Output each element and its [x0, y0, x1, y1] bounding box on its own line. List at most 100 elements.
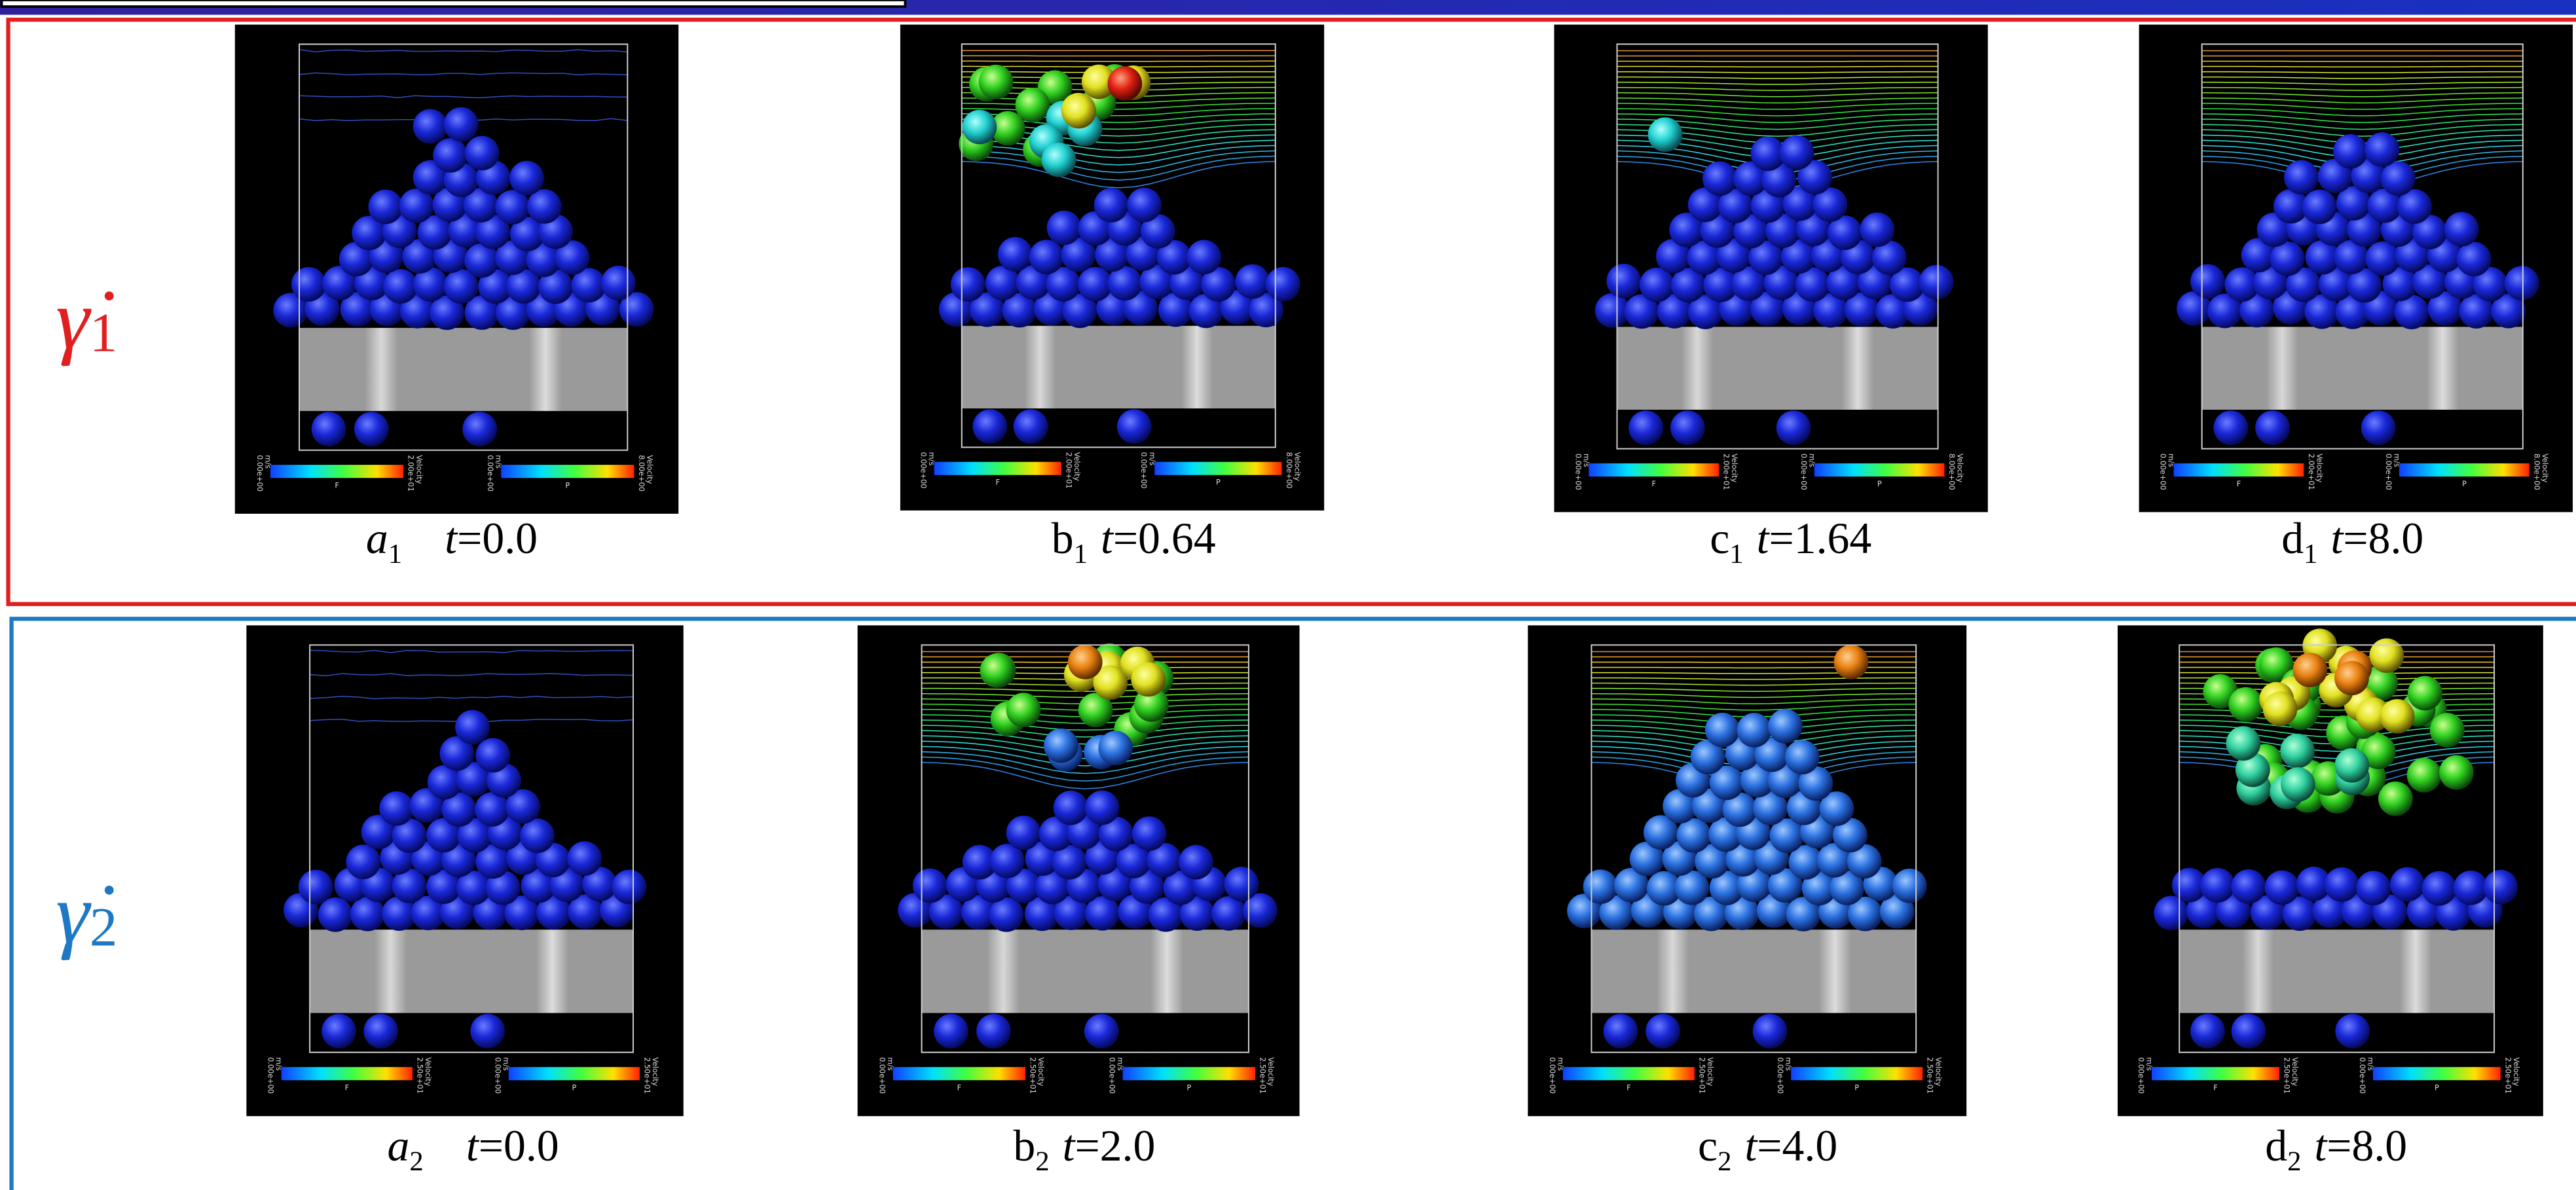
- particle: [1648, 117, 1683, 152]
- caption-time-value: =8.0: [2343, 514, 2423, 563]
- particle: [2356, 871, 2391, 906]
- particle: [1606, 264, 1641, 298]
- particle: [2232, 869, 2266, 904]
- row-label: γ̇1: [56, 273, 117, 367]
- colorbar-label: 8.00e+00: [1947, 454, 1956, 490]
- colorbar-label: F: [335, 481, 339, 490]
- particle: [1044, 729, 1078, 763]
- colorbar: [2174, 463, 2304, 477]
- colorbar-label: Velocity: [2315, 454, 2323, 483]
- particle: [379, 791, 414, 826]
- colorbar-label: m/s: [2144, 1057, 2153, 1071]
- particle: [2280, 734, 2315, 768]
- particle: [1078, 267, 1113, 302]
- colorbar-label: 0.00e+00: [2358, 1057, 2366, 1094]
- colorbar-label: P: [1187, 1083, 1191, 1092]
- caption-letter: c: [1710, 514, 1729, 563]
- particle: [1670, 410, 1705, 445]
- particle: [1117, 409, 1152, 444]
- colorbar-label: Velocity: [651, 1057, 659, 1087]
- colorbar-label: 0.00e+00: [1108, 1057, 1116, 1094]
- colorbar-label: m/s: [927, 452, 936, 466]
- colorbar-label: 0.00e+00: [2137, 1057, 2145, 1094]
- plate: [2202, 327, 2523, 410]
- colorbar-label: 2.50e+01: [1926, 1057, 1934, 1094]
- caption-subscript: 1: [388, 539, 402, 569]
- particle: [2334, 661, 2369, 696]
- colorbar: [1589, 463, 1719, 477]
- particle: [1737, 713, 1772, 748]
- colorbar-label: P: [2462, 480, 2467, 488]
- particle: [2444, 212, 2479, 247]
- colorbar-label: 0.00e+00: [919, 452, 928, 489]
- colorbar-label: Velocity: [1266, 1057, 1275, 1087]
- colorbar-label: 2.00e+01: [2307, 454, 2315, 490]
- colorbar-label: Velocity: [424, 1057, 432, 1087]
- colorbar-label: P: [1216, 478, 1221, 487]
- colorbar: [1123, 1067, 1255, 1080]
- particle: [2484, 870, 2518, 905]
- colorbar-label: 2.50e+01: [1029, 1057, 1037, 1094]
- colorbar-label: Velocity: [1956, 454, 1964, 483]
- colorbar-label: P: [1854, 1083, 1859, 1092]
- caption-subscript: 2: [1035, 1146, 1049, 1177]
- row-subscript: 1: [90, 302, 118, 364]
- particle: [2335, 1014, 2370, 1049]
- particle: [1006, 816, 1041, 850]
- particle: [1860, 213, 1895, 247]
- colorbar-label: P: [572, 1083, 576, 1092]
- particle: [2302, 190, 2337, 225]
- caption-time-value: =1.64: [1769, 514, 1872, 563]
- particle: [1834, 645, 1869, 679]
- particle: [963, 110, 997, 145]
- plate: [962, 326, 1276, 408]
- colorbar-label: Velocity: [414, 455, 423, 484]
- particle: [1098, 731, 1133, 766]
- particle: [1131, 662, 1166, 697]
- caption-time-value: =0.0: [457, 514, 538, 563]
- colorbar-label: m/s: [2366, 1057, 2374, 1071]
- colorbar-label: Velocity: [1293, 452, 1302, 482]
- colorbar: [893, 1067, 1025, 1080]
- plate: [2179, 929, 2494, 1013]
- particle: [1604, 1014, 1638, 1049]
- particle: [413, 109, 448, 144]
- particle: [2390, 867, 2425, 902]
- colorbar: [282, 1067, 413, 1080]
- colorbar: [2152, 1067, 2279, 1080]
- particle: [1029, 240, 1064, 274]
- colorbar-label: 8.00e+00: [637, 455, 646, 492]
- caption-subscript: 2: [409, 1146, 423, 1177]
- particle: [1211, 896, 1246, 931]
- particle: [1892, 869, 1927, 903]
- colorbar-label: 8.00e+00: [2532, 454, 2541, 490]
- particle: [1776, 410, 1811, 445]
- colorbar-label: F: [1652, 480, 1656, 488]
- colorbar-label: P: [1877, 480, 1882, 488]
- caption-letter: a: [388, 1121, 410, 1170]
- snapshot: F0.00e+00m/s2.00e+01VelocityP0.00e+00m/s…: [2139, 25, 2573, 513]
- particle: [1646, 1014, 1680, 1049]
- particle: [291, 267, 326, 302]
- particle: [475, 738, 510, 773]
- colorbar-label: m/s: [886, 1057, 894, 1071]
- panel-caption: d1t=8.0: [2281, 514, 2423, 569]
- particle: [2213, 410, 2248, 445]
- particle: [1702, 162, 1737, 196]
- colorbar-label: 2.50e+01: [1697, 1057, 1706, 1094]
- particle: [601, 266, 636, 300]
- particle: [433, 138, 468, 173]
- colorbar: [1791, 1067, 1923, 1080]
- colorbar-label: F: [996, 478, 1000, 487]
- colorbar-label: 2.00e+01: [1722, 454, 1731, 490]
- particle: [1054, 791, 1088, 825]
- particle: [470, 1014, 505, 1049]
- particle: [913, 869, 948, 903]
- particle: [2333, 134, 2368, 169]
- particle: [1780, 135, 1814, 170]
- snapshot: F0.00e+00m/s2.50e+01VelocityP0.00e+00m/s…: [2118, 625, 2543, 1116]
- colorbar-label: Velocity: [1706, 1057, 1714, 1087]
- caption-letter: d: [2265, 1121, 2287, 1170]
- caption-subscript: 2: [1718, 1146, 1731, 1177]
- caption-subscript: 2: [2287, 1146, 2301, 1177]
